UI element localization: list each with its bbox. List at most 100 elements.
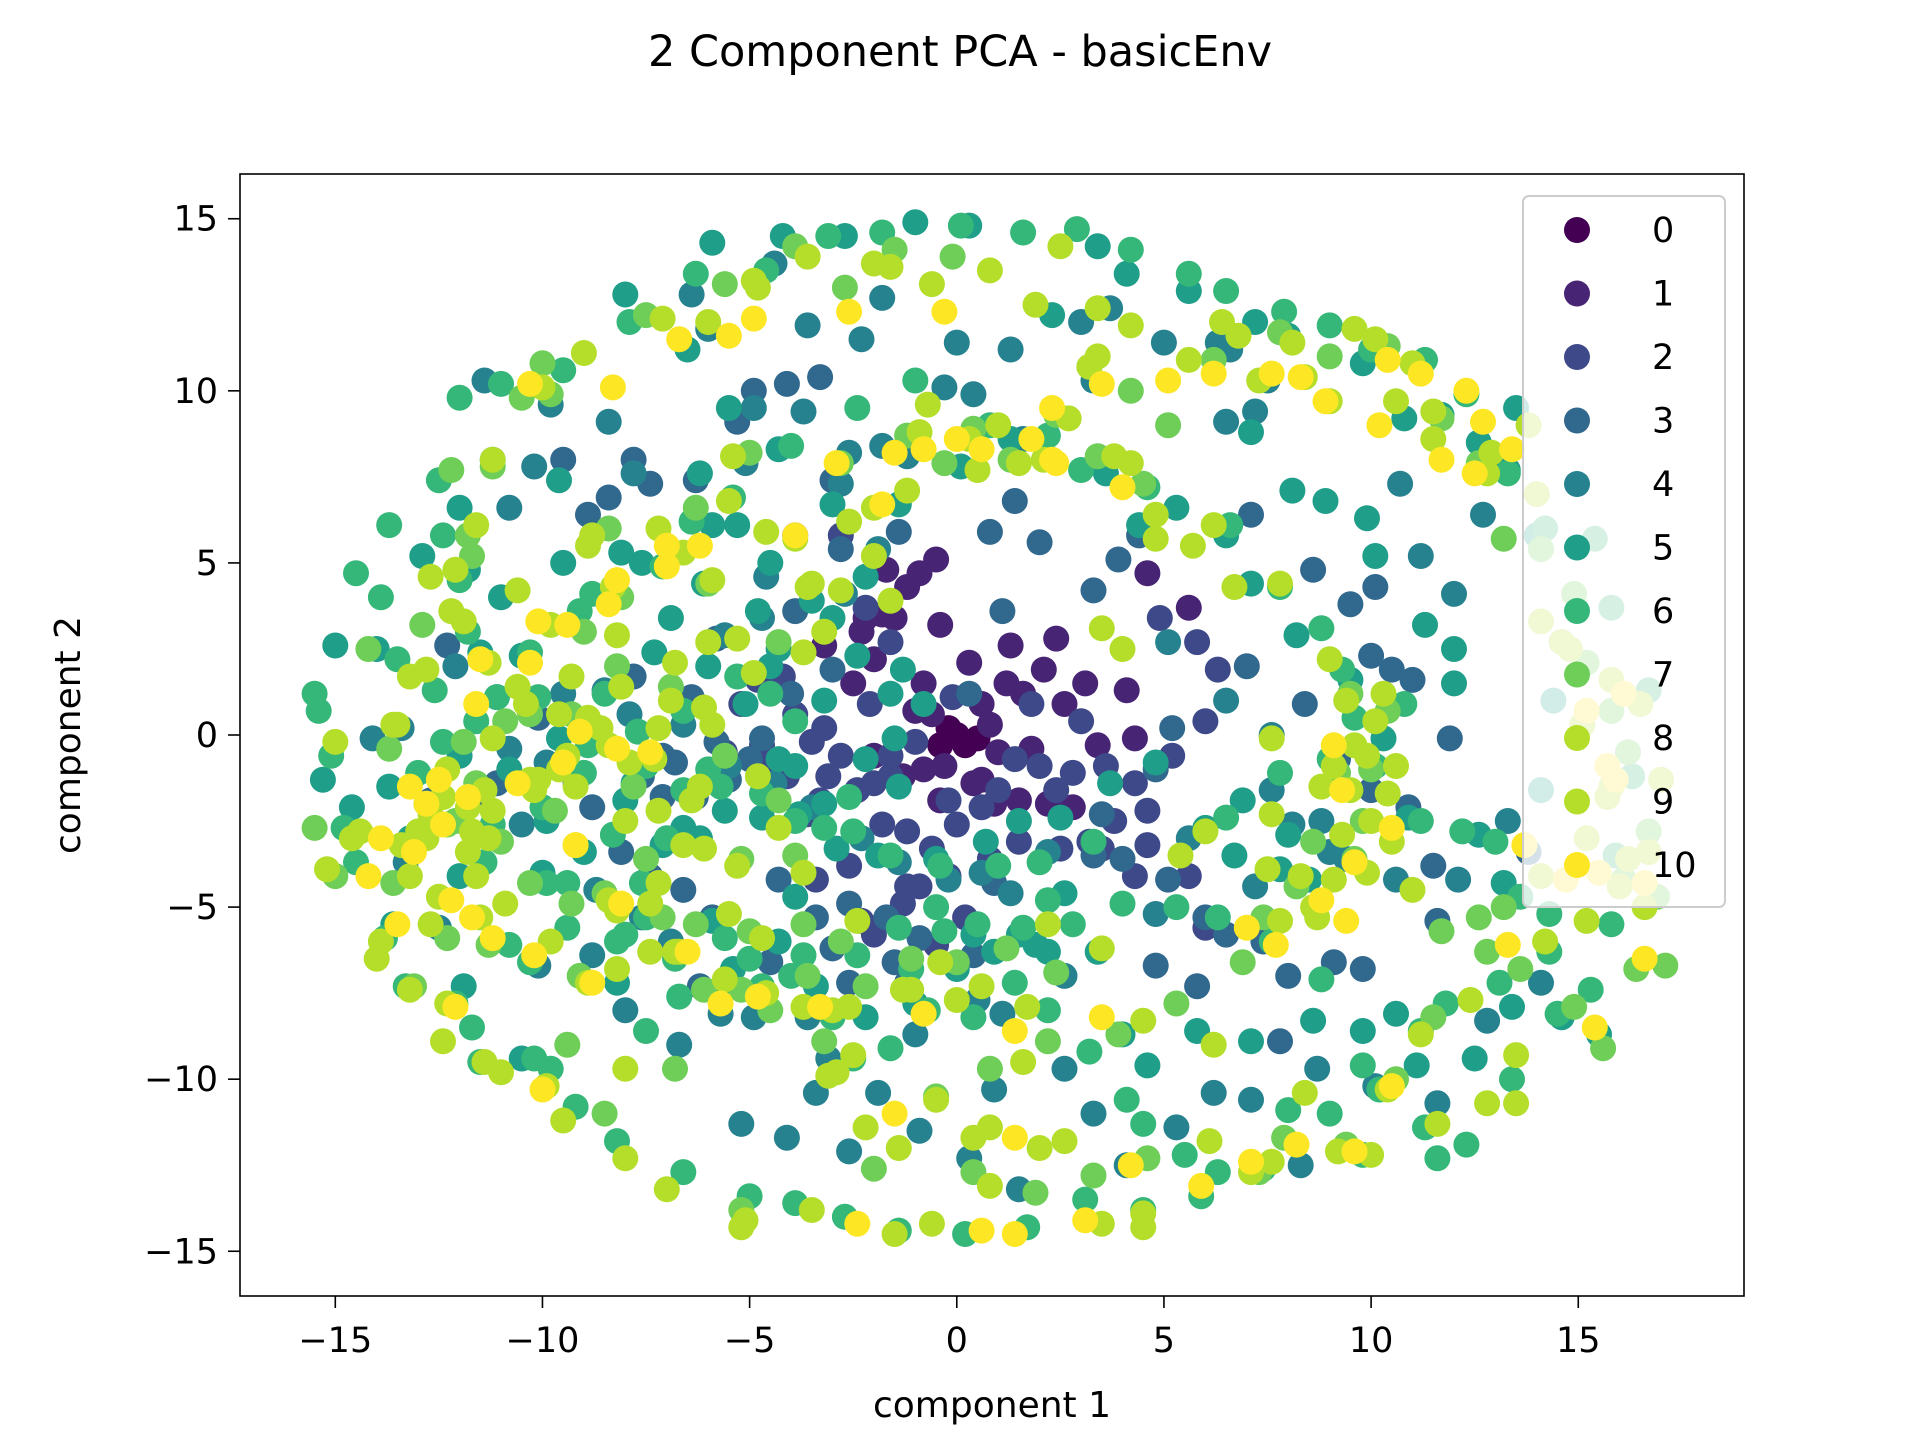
point-series-10-96 — [1329, 777, 1356, 804]
point-series-6-62 — [1063, 216, 1090, 243]
point-series-4-33 — [943, 329, 970, 356]
point-series-6-125 — [844, 395, 871, 421]
point-series-9-45 — [1420, 426, 1447, 452]
point-series-6-154 — [964, 911, 991, 938]
point-series-4-51 — [595, 408, 622, 435]
point-series-8-52 — [322, 728, 349, 755]
point-series-9-72 — [550, 1107, 577, 1134]
point-series-3-51 — [1436, 725, 1463, 752]
point-series-8-111 — [645, 797, 672, 824]
point-series-2-65 — [935, 787, 962, 814]
point-series-1-37 — [1121, 725, 1148, 752]
point-series-5-9 — [608, 539, 635, 566]
x-tick-label: 10 — [1349, 1321, 1394, 1361]
point-series-7-70 — [591, 1100, 618, 1127]
point-series-7-107 — [1105, 1021, 1132, 1048]
point-series-8-24 — [840, 1042, 867, 1069]
point-series-6-94 — [1424, 1145, 1451, 1172]
point-series-7-126 — [1465, 904, 1492, 931]
point-series-8-59 — [612, 1145, 639, 1172]
point-series-6-64 — [947, 212, 974, 239]
point-series-8-15 — [637, 890, 664, 917]
y-tick-label: −5 — [166, 888, 218, 928]
point-series-5-94 — [1283, 622, 1310, 649]
point-series-6-61 — [1117, 236, 1144, 263]
point-series-10-30 — [869, 491, 896, 518]
point-series-9-64 — [442, 556, 469, 583]
point-series-8-98 — [1117, 450, 1144, 477]
point-series-10-19 — [653, 553, 680, 580]
point-series-10-36 — [943, 426, 970, 452]
legend-label-5: 5 — [1652, 529, 1674, 569]
point-series-7-57 — [831, 274, 858, 301]
point-series-6-108 — [927, 852, 954, 879]
point-series-10-49 — [1155, 367, 1182, 394]
point-series-6-83 — [670, 1159, 697, 1186]
point-series-5-54 — [1403, 1052, 1430, 1079]
point-series-6-27 — [877, 1035, 904, 1062]
point-series-6-149 — [1204, 904, 1231, 931]
point-series-8-93 — [1333, 687, 1360, 714]
points-layer — [301, 209, 1679, 1247]
point-series-10-24 — [740, 305, 767, 332]
point-series-7-11 — [558, 890, 585, 917]
point-series-9-69 — [396, 976, 423, 1003]
point-series-8-128 — [1088, 615, 1115, 642]
point-series-6-126 — [902, 367, 929, 394]
point-series-1-21 — [976, 711, 1003, 738]
point-series-5-20 — [546, 467, 572, 494]
point-series-9-114 — [798, 570, 825, 597]
point-series-10-47 — [1109, 474, 1136, 501]
point-series-5-145 — [1142, 749, 1169, 776]
point-series-4-28 — [1528, 969, 1554, 996]
point-series-10-9 — [504, 770, 531, 797]
point-series-5-51 — [1300, 1007, 1327, 1034]
point-series-7-30 — [682, 494, 709, 521]
point-series-8-37 — [1225, 322, 1252, 349]
point-series-9-25 — [1026, 1135, 1053, 1161]
point-series-6-70 — [550, 357, 577, 384]
point-series-8-32 — [1047, 233, 1074, 260]
point-series-4-17 — [1051, 1055, 1078, 1082]
point-series-4-20 — [1163, 1114, 1190, 1141]
point-series-5-85 — [819, 491, 846, 518]
point-series-7-106 — [1163, 990, 1190, 1017]
point-series-8-130 — [1308, 773, 1335, 800]
point-series-4-59 — [931, 374, 958, 401]
point-series-10-34 — [910, 1000, 937, 1027]
point-series-6-80 — [459, 1014, 485, 1041]
legend-box — [1522, 195, 1726, 908]
point-series-6-34 — [1130, 1110, 1157, 1137]
point-series-6-110 — [1026, 849, 1053, 876]
point-series-10-51 — [1200, 360, 1227, 387]
point-series-8-88 — [1320, 866, 1347, 893]
point-series-10-77 — [1631, 945, 1658, 972]
legend-marker-2 — [1564, 344, 1590, 370]
point-series-4-55 — [740, 395, 767, 421]
point-series-9-68 — [367, 928, 394, 955]
point-series-4-63 — [790, 398, 817, 425]
point-series-3-44 — [1238, 501, 1264, 528]
point-series-9-70 — [430, 1028, 456, 1055]
point-series-5-80 — [699, 229, 726, 256]
point-series-10-28 — [836, 298, 863, 325]
point-series-9-58 — [695, 309, 722, 335]
point-series-10-83 — [566, 718, 593, 745]
point-series-6-59 — [1213, 278, 1240, 304]
point-series-10-10 — [521, 942, 548, 969]
point-series-10-65 — [1407, 360, 1434, 387]
point-series-6-66 — [815, 223, 842, 249]
point-series-6-109 — [985, 852, 1012, 879]
point-series-2-17 — [1026, 753, 1053, 779]
point-series-8-78 — [604, 956, 630, 982]
point-series-4-24 — [1304, 1055, 1331, 1082]
point-series-4-41 — [1213, 408, 1240, 435]
point-series-9-95 — [475, 825, 502, 852]
point-series-5-74 — [1084, 233, 1111, 260]
legend-label-1: 1 — [1652, 275, 1674, 315]
point-series-9-109 — [1084, 343, 1111, 370]
point-series-7-55 — [939, 243, 966, 270]
point-series-8-112 — [1383, 753, 1409, 779]
point-series-8-35 — [1179, 532, 1206, 559]
point-series-1-36 — [1084, 732, 1111, 759]
